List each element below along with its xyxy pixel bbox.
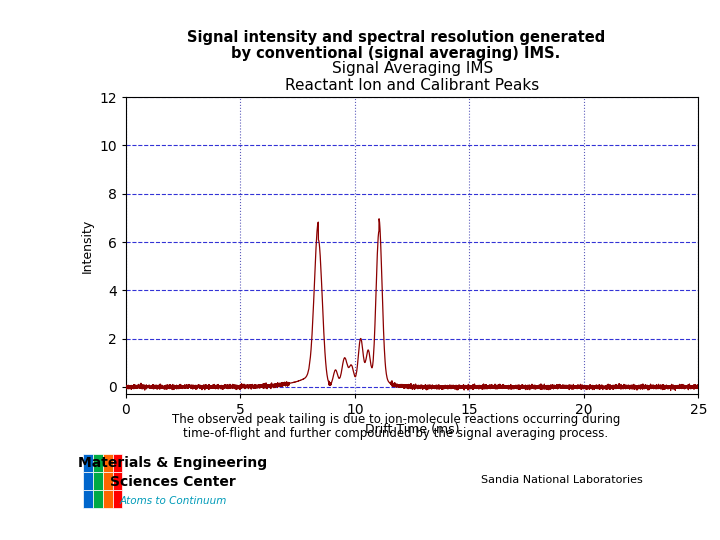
Bar xyxy=(112,490,122,508)
Bar xyxy=(83,454,93,471)
Bar xyxy=(102,471,112,490)
Y-axis label: Intensity: Intensity xyxy=(81,219,94,273)
Bar xyxy=(102,454,112,471)
Text: The observed peak tailing is due to ion-molecule reactions occurring during: The observed peak tailing is due to ion-… xyxy=(172,413,620,426)
Text: Signal intensity and spectral resolution generated: Signal intensity and spectral resolution… xyxy=(187,30,605,45)
Text: Materials & Engineering: Materials & Engineering xyxy=(78,456,267,470)
Text: Sciences Center: Sciences Center xyxy=(110,475,235,489)
Bar xyxy=(112,471,122,490)
Text: Atoms to Continuum: Atoms to Continuum xyxy=(119,496,227,506)
Bar xyxy=(83,471,93,490)
Bar xyxy=(93,490,103,508)
Bar xyxy=(93,454,103,471)
Bar xyxy=(112,454,122,471)
Text: by conventional (signal averaging) IMS.: by conventional (signal averaging) IMS. xyxy=(231,46,561,61)
Text: time-of-flight and further compounded by the signal averaging process.: time-of-flight and further compounded by… xyxy=(184,427,608,440)
Bar xyxy=(83,490,93,508)
Title: Signal Averaging IMS
Reactant Ion and Calibrant Peaks: Signal Averaging IMS Reactant Ion and Ca… xyxy=(285,61,539,93)
X-axis label: Drift Time (ms): Drift Time (ms) xyxy=(365,423,459,436)
Bar xyxy=(93,471,103,490)
Text: Sandia National Laboratories: Sandia National Laboratories xyxy=(481,475,642,485)
Bar xyxy=(102,490,112,508)
